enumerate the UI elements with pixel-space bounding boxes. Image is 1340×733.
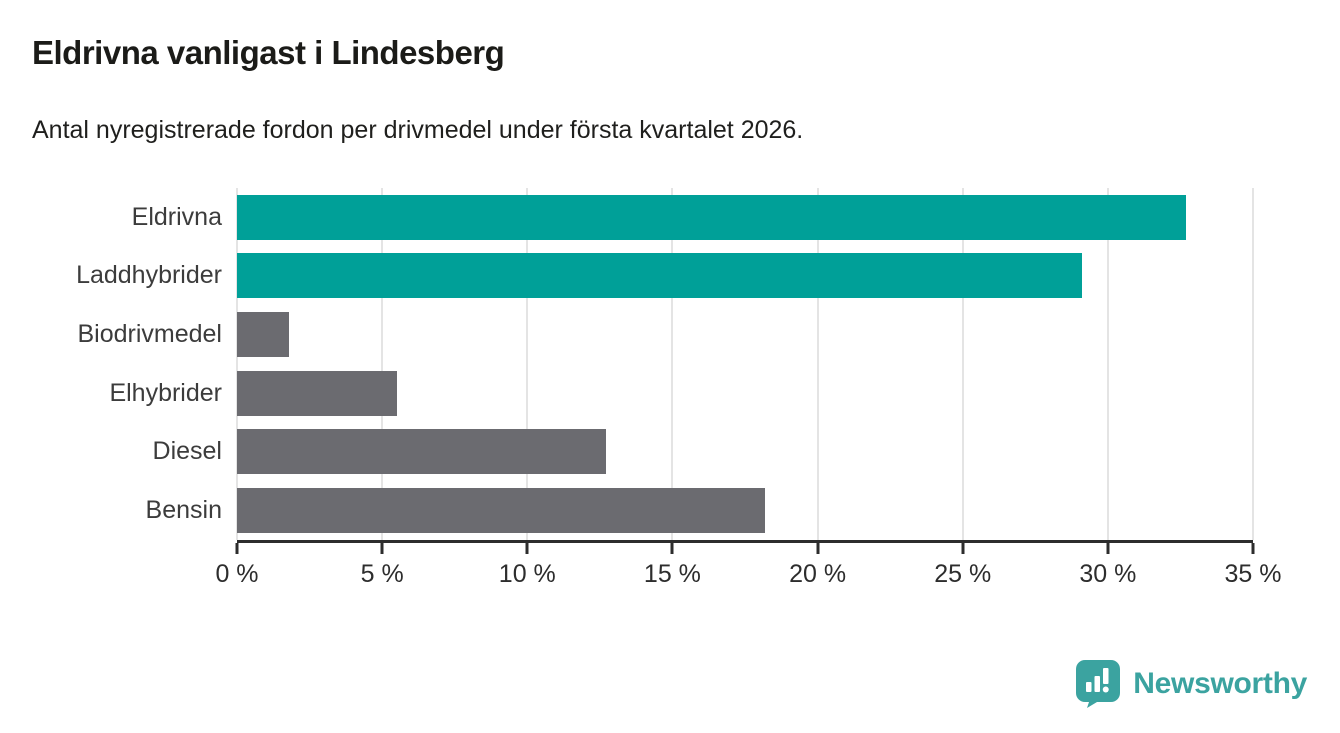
x-tick-35 (1251, 543, 1255, 554)
newsworthy-logo-icon (1076, 660, 1121, 708)
gridline-15 (671, 188, 674, 540)
x-tick-label-35: 35 % (1224, 560, 1282, 588)
bar-eldrivna (237, 194, 1187, 240)
chart-subtitle: Antal nyregistrerade fordon per drivmede… (32, 116, 804, 144)
bar-row (237, 305, 1253, 364)
gridline-5 (381, 188, 384, 540)
x-tick-label-5: 5 % (360, 560, 404, 588)
x-tick-label-10: 10 % (498, 560, 556, 588)
bar-biodrivmedel (237, 312, 290, 358)
gridline-20 (816, 188, 819, 540)
bar-row (237, 247, 1253, 306)
gridline-0 (236, 188, 238, 540)
x-tick-0 (235, 543, 239, 554)
category-label-laddhybrider: Laddhybrider (76, 261, 222, 290)
gridline-30 (1106, 188, 1109, 540)
bar-chart: Eldrivna Laddhybrider Biodrivmedel Elhybrid… (0, 188, 1340, 543)
x-tick-20 (816, 543, 820, 554)
category-label-bensin: Bensin (145, 496, 222, 525)
x-tick-label-20: 20 % (789, 560, 847, 588)
chart-title: Eldrivna vanligast i Lindesberg (32, 34, 505, 71)
plot-area (236, 188, 1254, 543)
x-tick-30 (1106, 543, 1110, 554)
category-label-biodrivmedel: Biodrivmedel (77, 320, 222, 349)
bar-diesel (237, 429, 606, 475)
x-tick-label-30: 30 % (1079, 560, 1137, 588)
x-tick-10 (525, 543, 529, 554)
x-tick-label-0: 0 % (215, 560, 259, 588)
category-label-eldrivna: Eldrivna (131, 202, 222, 231)
x-tick-5 (380, 543, 384, 554)
category-label-elhybrider: Elhybrider (109, 378, 222, 407)
bar-bensin (237, 488, 766, 534)
x-axis: 0 % 5 % 10 % 15 % 20 % 25 % 30 % 35 % (215, 543, 1281, 593)
gridline-10 (526, 188, 529, 540)
x-tick-15 (670, 543, 674, 554)
x-tick-label-15: 15 % (643, 560, 701, 588)
brand-name: Newsworthy (1133, 666, 1307, 700)
bar-elhybrider (237, 370, 397, 416)
bar-laddhybrider (237, 253, 1082, 299)
bar-row (237, 481, 1253, 540)
gridline-25 (961, 188, 964, 540)
brand-footer: Newsworthy (1075, 659, 1307, 708)
gridline-35 (1252, 188, 1254, 540)
bar-row (237, 364, 1253, 423)
x-tick-25 (961, 543, 965, 554)
y-axis-category-labels: Eldrivna Laddhybrider Biodrivmedel Elhybrid… (0, 188, 222, 540)
bar-row (237, 188, 1253, 247)
category-label-diesel: Diesel (152, 437, 222, 466)
x-tick-label-25: 25 % (934, 560, 992, 588)
bar-row (237, 423, 1253, 482)
